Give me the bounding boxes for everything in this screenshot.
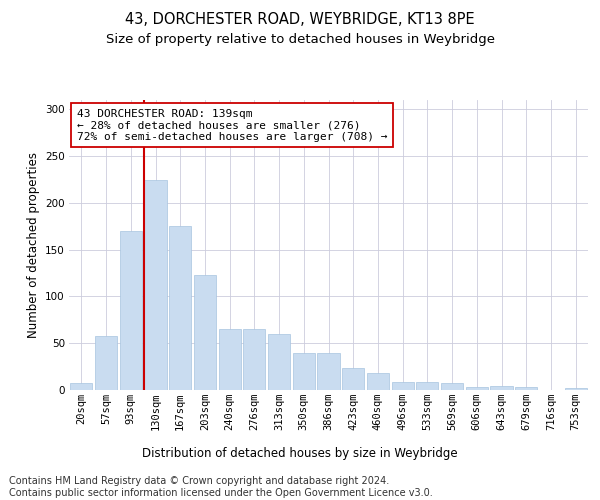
Bar bbox=[342, 368, 364, 390]
Text: 43, DORCHESTER ROAD, WEYBRIDGE, KT13 8PE: 43, DORCHESTER ROAD, WEYBRIDGE, KT13 8PE bbox=[125, 12, 475, 28]
Text: 43 DORCHESTER ROAD: 139sqm
← 28% of detached houses are smaller (276)
72% of sem: 43 DORCHESTER ROAD: 139sqm ← 28% of deta… bbox=[77, 108, 387, 142]
Text: Size of property relative to detached houses in Weybridge: Size of property relative to detached ho… bbox=[106, 32, 494, 46]
Bar bbox=[515, 387, 538, 390]
Bar bbox=[367, 373, 389, 390]
Bar bbox=[317, 352, 340, 390]
Bar bbox=[119, 231, 142, 390]
Text: Distribution of detached houses by size in Weybridge: Distribution of detached houses by size … bbox=[142, 448, 458, 460]
Bar bbox=[243, 329, 265, 390]
Bar bbox=[268, 334, 290, 390]
Bar bbox=[441, 384, 463, 390]
Bar bbox=[145, 180, 167, 390]
Bar bbox=[70, 384, 92, 390]
Bar bbox=[490, 386, 512, 390]
Text: Contains HM Land Registry data © Crown copyright and database right 2024.: Contains HM Land Registry data © Crown c… bbox=[9, 476, 389, 486]
Bar bbox=[218, 329, 241, 390]
Text: Contains public sector information licensed under the Open Government Licence v3: Contains public sector information licen… bbox=[9, 488, 433, 498]
Bar bbox=[416, 382, 439, 390]
Bar bbox=[95, 336, 117, 390]
Bar bbox=[293, 352, 315, 390]
Bar bbox=[392, 382, 414, 390]
Y-axis label: Number of detached properties: Number of detached properties bbox=[26, 152, 40, 338]
Bar bbox=[169, 226, 191, 390]
Bar bbox=[466, 387, 488, 390]
Bar bbox=[194, 275, 216, 390]
Bar bbox=[565, 388, 587, 390]
